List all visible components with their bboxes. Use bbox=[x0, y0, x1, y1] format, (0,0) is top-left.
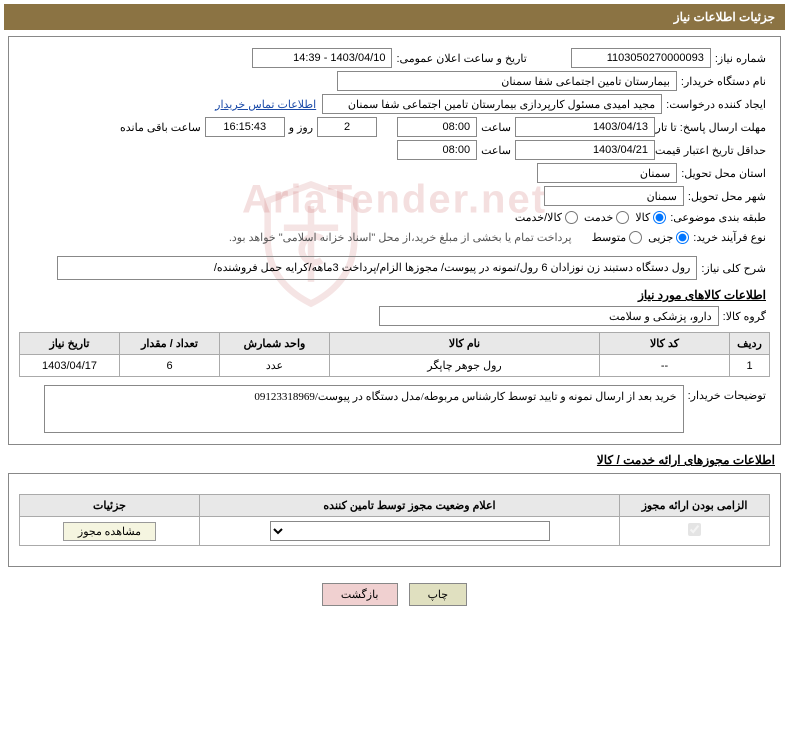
buyer-org-label: نام دستگاه خریدار: bbox=[677, 73, 770, 90]
time-label-1: ساعت bbox=[477, 119, 515, 136]
creator-label: ایجاد کننده درخواست: bbox=[662, 96, 770, 113]
days-and-label: روز و bbox=[285, 119, 317, 136]
th-details: جزئیات bbox=[20, 495, 200, 517]
mandatory-checkbox bbox=[688, 523, 701, 536]
buyer-contact-link[interactable]: اطلاعات تماس خریدار bbox=[209, 96, 322, 113]
radio-medium[interactable]: متوسط bbox=[592, 231, 643, 244]
cell-code: -- bbox=[600, 355, 730, 377]
goods-section-title: اطلاعات کالاهای مورد نیاز bbox=[23, 288, 766, 302]
details-panel: AriaTender.net شماره نیاز: 1103050270000… bbox=[8, 36, 781, 445]
radio-goods-service-input[interactable] bbox=[565, 211, 578, 224]
remaining-label: ساعت باقی مانده bbox=[116, 119, 205, 136]
validity-date: 1403/04/21 bbox=[515, 140, 655, 160]
radio-partial-input[interactable] bbox=[676, 231, 689, 244]
permits-section-title: اطلاعات مجوزهای ارائه خدمت / کالا bbox=[8, 453, 775, 467]
creator-value: مجید امیدی مسئول کارپردازی بیمارستان تام… bbox=[322, 94, 662, 114]
purchase-type-label: نوع فرآیند خرید: bbox=[689, 229, 770, 246]
th-status: اعلام وضعیت مجوز توسط تامین کننده bbox=[200, 495, 620, 517]
radio-partial-label: جزیی bbox=[648, 231, 673, 244]
th-name: نام کالا bbox=[330, 333, 600, 355]
th-qty: تعداد / مقدار bbox=[120, 333, 220, 355]
announce-label: تاریخ و ساعت اعلان عمومی: bbox=[392, 50, 530, 67]
delivery-city-label: شهر محل تحویل: bbox=[684, 188, 770, 205]
announce-value: 1403/04/10 - 14:39 bbox=[252, 48, 392, 68]
radio-service-input[interactable] bbox=[616, 211, 629, 224]
cell-name: رول جوهر چاپگر bbox=[330, 355, 600, 377]
delivery-city-value: سمنان bbox=[544, 186, 684, 206]
goods-table: ردیف کد کالا نام کالا واحد شمارش تعداد /… bbox=[19, 332, 770, 377]
radio-medium-input[interactable] bbox=[629, 231, 642, 244]
permits-panel: الزامی بودن ارائه مجوز اعلام وضعیت مجوز … bbox=[8, 473, 781, 567]
response-time: 08:00 bbox=[397, 117, 477, 137]
table-row: 1 -- رول جوهر چاپگر عدد 6 1403/04/17 bbox=[20, 355, 770, 377]
need-number-value: 1103050270000093 bbox=[571, 48, 711, 68]
delivery-province-value: سمنان bbox=[537, 163, 677, 183]
buyer-org-value: بیمارستان تامین اجتماعی شفا سمنان bbox=[337, 71, 677, 91]
validity-label: حداقل تاریخ اعتبار قیمت: تا تاریخ: bbox=[655, 142, 770, 159]
delivery-province-label: استان محل تحویل: bbox=[677, 165, 770, 182]
response-deadline-label: مهلت ارسال پاسخ: تا تاریخ: bbox=[655, 119, 770, 136]
permits-header-row: الزامی بودن ارائه مجوز اعلام وضعیت مجوز … bbox=[20, 495, 770, 517]
th-unit: واحد شمارش bbox=[220, 333, 330, 355]
cell-details: مشاهده مجوز bbox=[20, 517, 200, 546]
days-remaining: 2 bbox=[317, 117, 377, 137]
radio-goods-service[interactable]: کالا/خدمت bbox=[515, 211, 578, 224]
response-date: 1403/04/13 bbox=[515, 117, 655, 137]
back-button[interactable]: بازگشت bbox=[322, 583, 398, 606]
radio-goods-service-label: کالا/خدمت bbox=[515, 211, 562, 224]
general-desc-value: رول دستگاه دستبند زن نوزادان 6 رول/نمونه… bbox=[57, 256, 697, 280]
radio-medium-label: متوسط bbox=[592, 231, 627, 244]
radio-goods-input[interactable] bbox=[653, 211, 666, 224]
permits-table: الزامی بودن ارائه مجوز اعلام وضعیت مجوز … bbox=[19, 494, 770, 546]
permits-row: مشاهده مجوز bbox=[20, 517, 770, 546]
time-label-2: ساعت bbox=[477, 142, 515, 159]
validity-time: 08:00 bbox=[397, 140, 477, 160]
general-desc-label: شرح کلی نیاز: bbox=[697, 260, 770, 277]
cell-mandatory bbox=[620, 517, 770, 546]
cell-date: 1403/04/17 bbox=[20, 355, 120, 377]
radio-service[interactable]: خدمت bbox=[584, 211, 629, 224]
buyer-notes-textarea[interactable] bbox=[44, 385, 684, 433]
radio-goods-label: کالا bbox=[635, 211, 650, 224]
goods-group-label: گروه کالا: bbox=[719, 308, 770, 325]
buyer-notes-label: توضیحات خریدار: bbox=[684, 385, 770, 404]
cell-qty: 6 bbox=[120, 355, 220, 377]
radio-goods[interactable]: کالا bbox=[635, 211, 666, 224]
view-permit-button[interactable]: مشاهده مجوز bbox=[63, 522, 156, 541]
purchase-note: پرداخت تمام یا بخشی از مبلغ خرید،از محل … bbox=[229, 231, 572, 244]
cell-unit: عدد bbox=[220, 355, 330, 377]
page-title-bar: جزئیات اطلاعات نیاز bbox=[4, 4, 785, 30]
goods-group-value: دارو، پزشکی و سلامت bbox=[379, 306, 719, 326]
cell-status bbox=[200, 517, 620, 546]
status-select[interactable] bbox=[270, 521, 550, 541]
radio-service-label: خدمت bbox=[584, 211, 613, 224]
need-number-label: شماره نیاز: bbox=[711, 50, 770, 67]
print-button[interactable]: چاپ bbox=[409, 583, 468, 606]
th-date: تاریخ نیاز bbox=[20, 333, 120, 355]
th-code: کد کالا bbox=[600, 333, 730, 355]
goods-table-header-row: ردیف کد کالا نام کالا واحد شمارش تعداد /… bbox=[20, 333, 770, 355]
th-mandatory: الزامی بودن ارائه مجوز bbox=[620, 495, 770, 517]
th-row: ردیف bbox=[730, 333, 770, 355]
category-label: طبقه بندی موضوعی: bbox=[666, 209, 770, 226]
time-counter: 16:15:43 bbox=[205, 117, 285, 137]
cell-row: 1 bbox=[730, 355, 770, 377]
radio-partial[interactable]: جزیی bbox=[648, 231, 689, 244]
button-row: چاپ بازگشت bbox=[4, 573, 785, 616]
